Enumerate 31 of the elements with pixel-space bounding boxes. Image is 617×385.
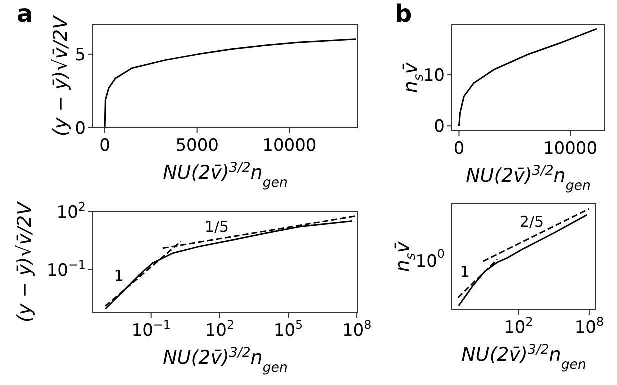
- y-tick-label: 10$^{2}$: [56, 200, 86, 223]
- annotation: 1/5: [204, 218, 230, 236]
- x-tick-label: 5000: [176, 136, 219, 156]
- x-tick-label: 10$^{2}$: [205, 318, 235, 341]
- y-tick-label: 0: [75, 119, 86, 139]
- x-tick-label: 10$^{−1}$: [132, 318, 171, 341]
- x-tick-label: 10$^{8}$: [342, 318, 372, 341]
- y-axis-title: (y − ȳ)√v̄/2V: [14, 200, 36, 323]
- x-axis-title: NU(2v̄)$^{3/2}$n$_{gen}$: [163, 160, 288, 190]
- x-tick-label: 0: [454, 139, 465, 159]
- y-tick-label: 5: [75, 45, 86, 66]
- x-tick-label: 10000: [262, 136, 317, 156]
- text: 10$^{0}$: [416, 247, 445, 272]
- x-axis-title: NU(2v̄)$^{3/2}$n$_{gen}$: [466, 164, 591, 194]
- chart-title: b: [395, 0, 412, 28]
- line-series: [104, 38, 357, 129]
- y-tick-label: 10: [423, 66, 445, 86]
- annotation: 1: [114, 267, 124, 286]
- y-axis-title: (y − ȳ)√v̄/2V: [50, 14, 72, 137]
- x-tick-label: 10000: [543, 139, 598, 159]
- x-tick-label: 10$^{5}$: [274, 318, 304, 341]
- y-tick-label: 10$^{−1}$: [46, 258, 86, 281]
- chart-title: a: [17, 0, 34, 28]
- x-tick-label: 10$^{8}$: [574, 315, 604, 338]
- x-tick-label: 10$^{2}$: [504, 315, 534, 338]
- annotation: 1: [460, 263, 470, 282]
- annotation: 2/5: [520, 213, 544, 232]
- line-series: [458, 28, 598, 127]
- x-axis-title: NU(2v̄)$^{3/2}$n$_{gen}$: [163, 346, 288, 376]
- x-tick-label: 0: [100, 136, 110, 156]
- x-axis-title: NU(2v̄)$^{3/2}$n$_{gen}$: [462, 342, 586, 372]
